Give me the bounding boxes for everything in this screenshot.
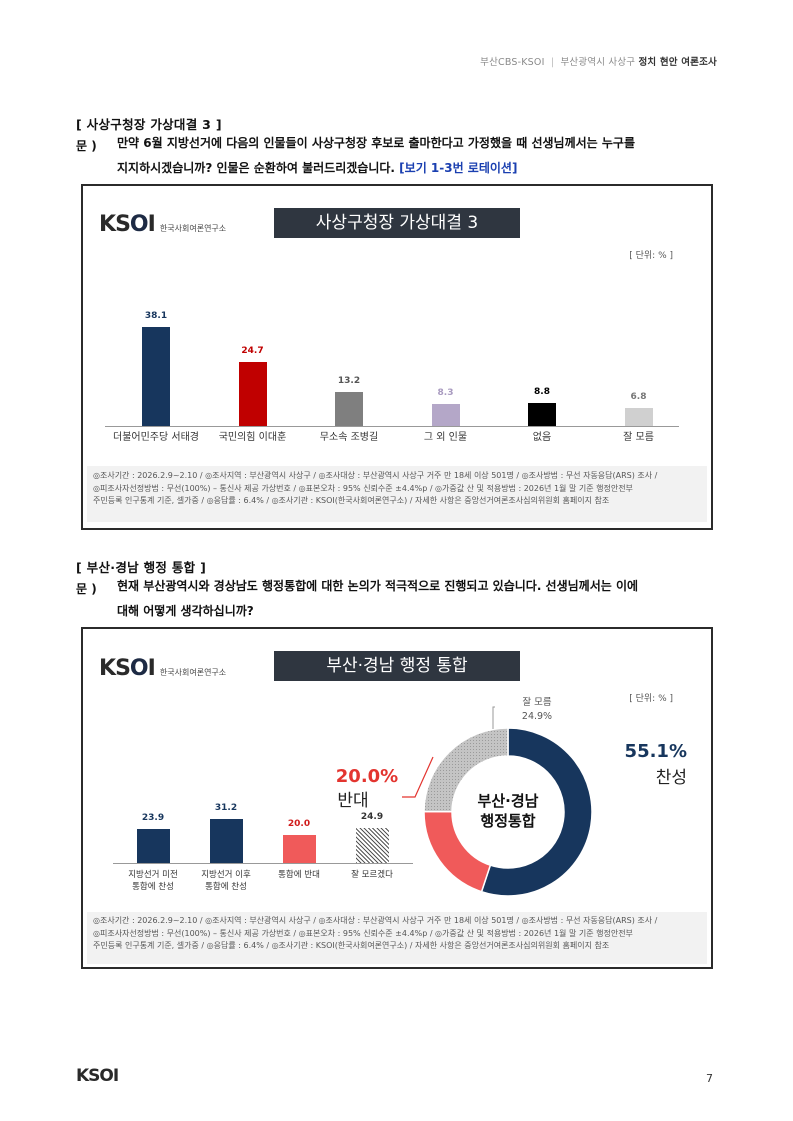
- footnote-line2: ◎피조사자선정방법 : 무선(100%) – 통신사 제공 가상번호 / ◎표본…: [93, 928, 633, 938]
- logo-subtitle: 한국사회여론연구소: [159, 224, 227, 233]
- footnote-line3: 주민등록 인구통계 기준, 셀가중 / ◎응답률 : 6.4% / ◎조사기관 …: [93, 496, 610, 505]
- bar-1: [142, 326, 170, 426]
- bar-category-label: 더불어민주당 서태경: [113, 432, 199, 443]
- bar-value-label: 38.1: [144, 310, 168, 321]
- bar-6: [624, 408, 653, 426]
- chart1-footnote: ◎조사기간 : 2026.2.9~2.10 / ◎조사지역 : 부산광역시 사상…: [87, 466, 707, 522]
- x-axis-line: [105, 426, 679, 427]
- chart1-plot: 38.1 더불어민주당 서태경 24.7 국민의힘 이대훈 13.2 무소속 조병길 8.3…: [83, 186, 711, 466]
- chart2-title: 부산·경남 행정 통합: [274, 651, 520, 681]
- bar-category-label: 지방선거 이후 통합에 찬성: [201, 870, 251, 892]
- donut-center-label: 행정통합: [480, 812, 535, 830]
- header-region: 부산광역시 사상구: [560, 57, 636, 68]
- chart2-footnote: ◎조사기간 : 2026.2.9~2.10 / ◎조사지역 : 부산광역시 사상…: [87, 912, 707, 964]
- section2-question-line1: 현재 부산광역시와 경상남도 행정통합에 대한 논의가 적극적으로 진행되고 있…: [117, 579, 639, 593]
- ksoi-logo-2: KSOI 한국사회여론연구소: [99, 656, 226, 681]
- bar-3: [335, 391, 363, 426]
- bar-category-label: 무소속 조병길: [319, 432, 379, 443]
- header-survey: 정치 현안 여론조사: [638, 57, 717, 68]
- section2-question-line2: 대해 어떻게 생각하십니까?: [117, 604, 254, 618]
- bar-value-label: 23.9: [141, 813, 165, 824]
- bar-value-label: 31.2: [214, 802, 238, 813]
- logo-s: S: [115, 656, 131, 681]
- chart2-unit: [ 단위: % ]: [629, 694, 673, 704]
- bar-4: [431, 404, 460, 426]
- section1-question-line2: 지지하시겠습니까? 인물은 순환하여 불러드리겠습니다.: [117, 161, 395, 175]
- bar-category-label: 국민의힘 이대훈: [218, 432, 287, 443]
- donut-slice-1: [480, 727, 593, 897]
- section1-q-mark: 문 ): [76, 139, 97, 153]
- donut-center-label: 부산·경남: [478, 792, 539, 810]
- page-number: 7: [706, 1072, 713, 1085]
- donut-pct-label: 20.0%: [336, 766, 398, 787]
- chart-panel-2: KSOI 한국사회여론연구소 부산·경남 행정 통합 [ 단위: % ] 23.…: [81, 627, 713, 969]
- section1-title: [ 사상구청장 가상대결 3 ]: [76, 117, 222, 132]
- chart1-title: 사상구청장 가상대결 3: [274, 208, 520, 238]
- section2-title: [ 부산·경남 행정 통합 ]: [76, 560, 207, 575]
- chart2-plot: 23.9 지방선거 미전 통합에 찬성 31.2 지방선거 이후 통합에 찬성 20.0…: [83, 629, 711, 909]
- donut-name-label: 찬성: [656, 768, 687, 788]
- donut-name-label: 반대: [337, 791, 368, 811]
- bar-5: [528, 403, 556, 426]
- ksoi-logo: KSOI 한국사회여론연구소: [99, 212, 226, 237]
- bar-value-label: 6.8: [630, 392, 647, 403]
- logo-s: S: [115, 212, 131, 237]
- donut-slice-3: [423, 727, 509, 813]
- section1-question-line2-wrap: 지지하시겠습니까? 인물은 순환하여 불러드리겠습니다. [보기 1-3번 로테…: [117, 156, 717, 181]
- bar-value-label: 24.7: [241, 345, 264, 356]
- chart1-unit: [ 단위: % ]: [629, 251, 673, 261]
- section1-question: 만약 6월 지방선거에 다음의 인물들이 사상구청장 후보로 출마한다고 가정했…: [117, 131, 717, 181]
- chart-panel-1: KSOI 한국사회여론연구소 사상구청장 가상대결 3 [ 단위: % ] 38…: [81, 184, 713, 530]
- logo-o: O: [129, 656, 149, 681]
- leader-line: [402, 756, 434, 798]
- bar-category-label: 없음: [532, 432, 552, 443]
- logo-o: O: [129, 212, 149, 237]
- bar-category-label: 그 외 인물: [423, 432, 468, 443]
- footer-logo: KSOI: [76, 1066, 119, 1086]
- logo-i: I: [147, 212, 156, 237]
- leader-line: [492, 706, 495, 729]
- logo-k: K: [99, 656, 116, 681]
- section2-q-mark: 문 ): [76, 582, 97, 596]
- footnote-line2: ◎피조사자선정방법 : 무선(100%) – 통신사 제공 가상번호 / ◎표본…: [93, 483, 633, 493]
- header-source: 부산CBS-KSOI: [480, 57, 545, 68]
- bar-value-label: 20.0: [287, 818, 311, 829]
- section1-question-note: [보기 1-3번 로테이션]: [399, 161, 518, 175]
- page-header: 부산CBS-KSOI | 부산광역시 사상구 정치 현안 여론조사: [480, 54, 717, 68]
- section2-question: 현재 부산광역시와 경상남도 행정통합에 대한 논의가 적극적으로 진행되고 있…: [117, 574, 717, 624]
- bar-category-label: 통합에 반대: [278, 870, 320, 880]
- logo-subtitle: 한국사회여론연구소: [159, 668, 227, 677]
- section1-question-line1: 만약 6월 지방선거에 다음의 인물들이 사상구청장 후보로 출마한다고 가정했…: [117, 136, 635, 150]
- donut-pct-label: 24.9%: [522, 711, 552, 722]
- footnote-line1: ◎조사기간 : 2026.2.9~2.10 / ◎조사지역 : 부산광역시 사상…: [93, 471, 658, 480]
- donut-pct-label: 55.1%: [625, 741, 687, 762]
- bar-2: [209, 818, 243, 863]
- bar-4: [355, 827, 389, 863]
- bar-2: [238, 361, 267, 426]
- bar-category-label: 잘 모름: [623, 432, 654, 443]
- bar-value-label: 8.8: [534, 387, 550, 398]
- footer-logo-text: KSOI: [76, 1066, 119, 1086]
- footnote-line1: ◎조사기간 : 2026.2.9~2.10 / ◎조사지역 : 부산광역시 사상…: [93, 916, 658, 925]
- bar-3: [282, 834, 316, 863]
- donut-name-label: 잘 모름: [522, 696, 551, 708]
- footnote-line3: 주민등록 인구통계 기준, 셀가중 / ◎응답률 : 6.4% / ◎조사기관 …: [93, 941, 610, 950]
- x-axis-line: [113, 863, 413, 864]
- header-sep: |: [550, 57, 555, 68]
- bar-value-label: 24.9: [360, 811, 384, 822]
- bar-value-label: 8.3: [437, 388, 454, 399]
- logo-i: I: [147, 656, 156, 681]
- bar-value-label: 13.2: [337, 375, 361, 386]
- logo-k: K: [99, 212, 116, 237]
- bar-category-label: 잘 모르겠다: [351, 870, 393, 880]
- bar-1: [136, 829, 170, 863]
- bar-category-label: 지방선거 미전 통합에 찬성: [128, 870, 178, 892]
